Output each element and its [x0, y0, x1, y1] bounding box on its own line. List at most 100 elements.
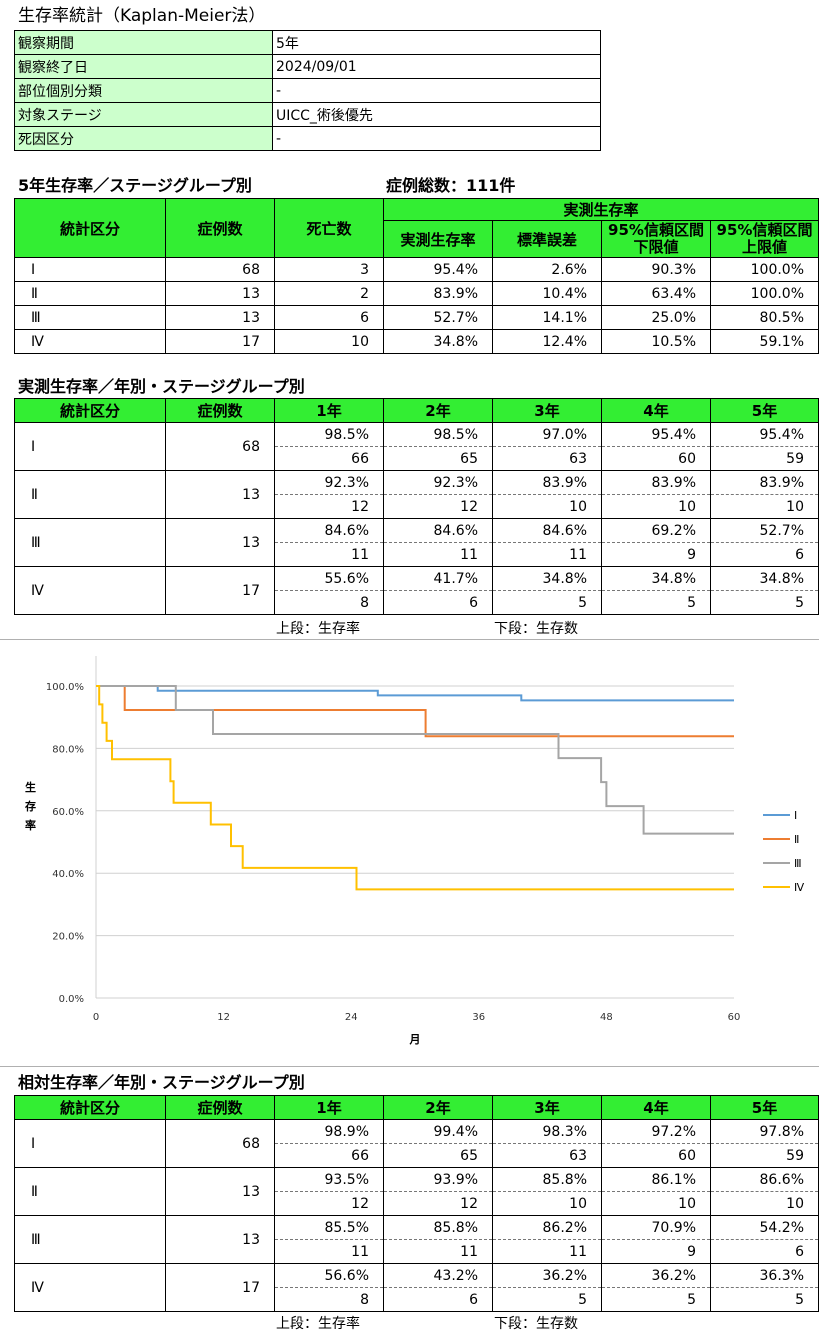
info-value: - [272, 78, 601, 103]
count-cell: 11 [274, 1239, 384, 1264]
header-cases: 症例数 [165, 198, 275, 258]
column-header: 2年 [383, 398, 493, 423]
rate-cell: 52.7% [710, 518, 819, 543]
count-cell: 10 [710, 494, 819, 519]
cases-cell: 13 [165, 518, 275, 567]
rate-cell: 34.8% [710, 566, 819, 591]
count-cell: 9 [601, 542, 711, 567]
cases-cell: 13 [165, 1215, 275, 1264]
divider [0, 1066, 819, 1067]
count-cell: 12 [274, 494, 384, 519]
se-cell: 14.1% [492, 305, 602, 330]
rate-cell: 97.0% [492, 422, 602, 447]
count-cell: 6 [710, 542, 819, 567]
count-cell: 5 [710, 1287, 819, 1312]
upper-cell: 80.5% [709, 305, 819, 330]
se-cell: 12.4% [492, 329, 602, 354]
rate-cell: 83.9% [601, 470, 711, 495]
count-cell: 5 [601, 590, 711, 615]
header-category: 統計区分 [14, 198, 166, 258]
count-cell: 63 [492, 1143, 602, 1168]
rate-cell: 95.4% [710, 422, 819, 447]
rate-cell: 98.5% [383, 422, 493, 447]
y-tick-label: 0.0% [59, 994, 84, 1005]
se-cell: 2.6% [492, 257, 602, 282]
series-line-3 [96, 685, 734, 835]
column-header: 1年 [274, 398, 384, 423]
info-row: 対象ステージ UICC_術後優先 [14, 102, 601, 127]
table-row: 12 12 10 10 10 [15, 1191, 819, 1216]
legend-label: Ⅱ [794, 833, 799, 846]
count-cell: 5 [601, 1287, 711, 1312]
column-header: 3年 [492, 1095, 602, 1120]
header-observed-group: 実測生存率 [382, 198, 819, 221]
count-cell: 10 [710, 1191, 819, 1216]
column-header: 5年 [710, 398, 819, 423]
info-value: - [272, 126, 601, 151]
x-tick-label: 0 [93, 1012, 99, 1023]
info-value: 2024/09/01 [272, 54, 601, 79]
header-upper: 95%信頼区間 上限値 [709, 220, 819, 258]
stage-cell: Ⅳ [14, 566, 166, 615]
observed-heading: 実測生存率／年別・ステージグループ別 [18, 377, 305, 396]
count-cell: 66 [274, 1143, 384, 1168]
relative-note-bottom: 下段：生存数 [494, 1316, 578, 1332]
column-header: 統計区分 [14, 1095, 166, 1120]
rate-cell: 95.4% [383, 257, 493, 282]
chart-ylabel: 生存率 [24, 780, 37, 838]
y-tick-label: 60.0% [52, 807, 84, 818]
info-label: 死因区分 [14, 126, 273, 151]
column-header: 4年 [601, 398, 711, 423]
count-cell: 11 [383, 1239, 493, 1264]
table-row: Ⅰ 68 3 95.4% 2.6% 90.3% 100.0% [14, 257, 819, 282]
count-cell: 6 [383, 1287, 493, 1312]
deaths-cell: 10 [274, 329, 384, 354]
stage-cell: Ⅰ [14, 1119, 166, 1168]
rate-cell: 86.2% [492, 1215, 602, 1240]
header-row: 統計区分 症例数 1年 2年 3年 4年 5年 [14, 1095, 819, 1120]
count-cell: 9 [601, 1239, 711, 1264]
header-lower: 95%信頼区間 下限値 [601, 220, 711, 258]
count-cell: 10 [601, 494, 711, 519]
count-cell: 10 [601, 1191, 711, 1216]
rate-cell: 56.6% [274, 1263, 384, 1288]
info-value: 5年 [272, 30, 601, 55]
y-tick-label: 100.0% [46, 682, 84, 693]
count-cell: 12 [383, 494, 493, 519]
table-row: Ⅳ 17 10 34.8% 12.4% 10.5% 59.1% [14, 329, 819, 354]
table-row: Ⅲ 13 84.6% 84.6% 84.6% 69.2% 52.7% [14, 518, 819, 567]
cases-cell: 68 [165, 1119, 275, 1168]
column-header: 症例数 [165, 1095, 275, 1120]
stage-cell: Ⅲ [14, 1215, 166, 1264]
count-cell: 11 [383, 542, 493, 567]
info-row: 死因区分 - [14, 126, 601, 151]
stage-cell: Ⅰ [14, 257, 166, 282]
table-row: Ⅲ 13 85.5% 85.8% 86.2% 70.9% 54.2% [14, 1215, 819, 1264]
rate-cell: 84.6% [492, 518, 602, 543]
table-row: 66 65 63 60 59 [15, 446, 819, 471]
observed-note-bottom: 下段：生存数 [494, 621, 578, 637]
page-title: 生存率統計（Kaplan-Meier法） [18, 6, 266, 26]
table-row: Ⅱ 13 2 83.9% 10.4% 63.4% 100.0% [14, 281, 819, 306]
rate-cell: 85.8% [383, 1215, 493, 1240]
cases-cell: 17 [165, 329, 275, 354]
upper-cell: 59.1% [709, 329, 819, 354]
stage-cell: Ⅱ [14, 470, 166, 519]
count-cell: 63 [492, 446, 602, 471]
series-line-2 [96, 685, 734, 738]
rate-cell: 86.6% [710, 1167, 819, 1192]
rate-cell: 92.3% [383, 470, 493, 495]
table-row: Ⅳ 17 55.6% 41.7% 34.8% 34.8% 34.8% [14, 566, 819, 615]
rate-cell: 69.2% [601, 518, 711, 543]
lower-cell: 63.4% [601, 281, 711, 306]
header-deaths: 死亡数 [274, 198, 384, 258]
deaths-cell: 3 [274, 257, 384, 282]
count-cell: 10 [492, 1191, 602, 1216]
stage-cell: Ⅲ [14, 305, 166, 330]
rate-cell: 34.8% [601, 566, 711, 591]
header-row: 統計区分 症例数 1年 2年 3年 4年 5年 [14, 398, 819, 423]
deaths-cell: 6 [274, 305, 384, 330]
rate-cell: 86.1% [601, 1167, 711, 1192]
info-row: 観察終了日 2024/09/01 [14, 54, 601, 79]
